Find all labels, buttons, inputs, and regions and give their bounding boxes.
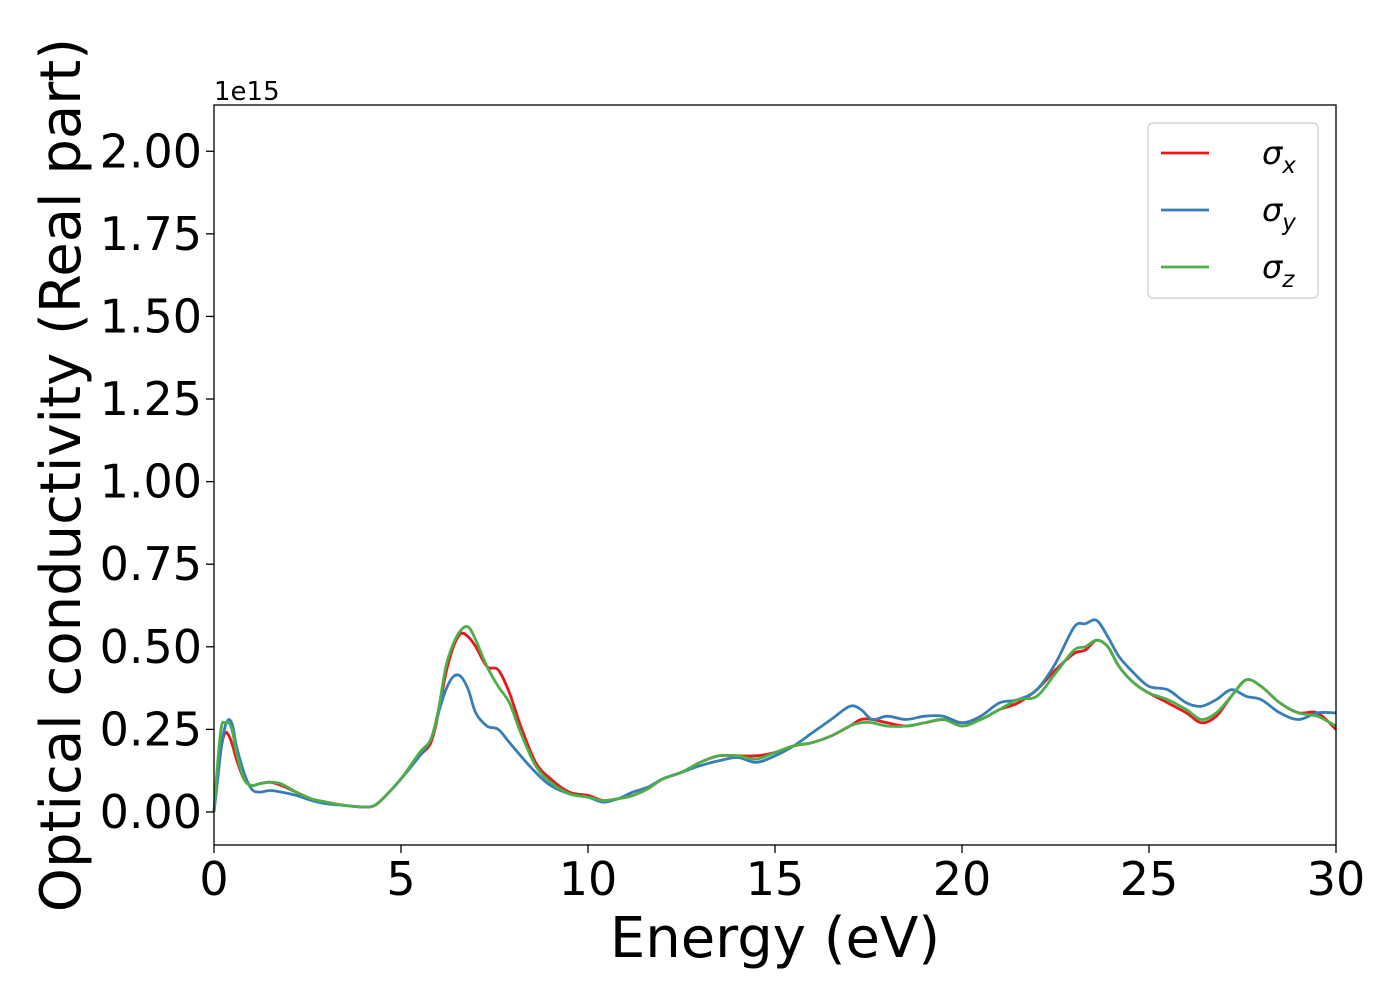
y-tick-label: 1.25 [100,372,202,426]
y-tick-label: 2.00 [100,124,202,178]
x-tick-label: 15 [746,852,805,906]
x-tick-label: 0 [199,852,228,906]
x-tick-label: 10 [559,852,618,906]
x-tick-label: 5 [386,852,415,906]
y-offset-label: 1e15 [214,77,280,107]
x-tick-label: 25 [1120,852,1179,906]
x-tick-label: 20 [933,852,992,906]
legend-box [1147,122,1319,299]
y-axis-label: Optical conductivity (Real part) [29,38,94,912]
y-tick-label: 1.00 [100,455,202,509]
y-tick-label: 0.25 [100,702,202,756]
legend-subscript-x: x [1281,153,1296,179]
series-line-x [212,631,1337,813]
legend-subscript-y: y [1281,210,1296,236]
series-line-y [212,618,1337,813]
y-tick-label: 0.00 [100,785,202,839]
y-tick-label: 0.50 [100,620,202,674]
y-tick-label: 0.75 [100,537,202,591]
y-tick-label: 1.75 [100,207,202,261]
series-layer [212,618,1337,813]
y-tick-label: 1.50 [100,289,202,343]
y-axis: 0.00 0.25 0.50 0.75 1.00 1.25 1.50 1.75 2.00 [100,124,214,839]
legend-subscript-z: z [1281,267,1295,293]
x-axis: 0 5 10 15 20 25 30 [199,845,1365,906]
x-axis-label: Energy (eV) [610,906,940,971]
x-tick-label: 30 [1307,852,1366,906]
series-line-z [212,625,1337,813]
